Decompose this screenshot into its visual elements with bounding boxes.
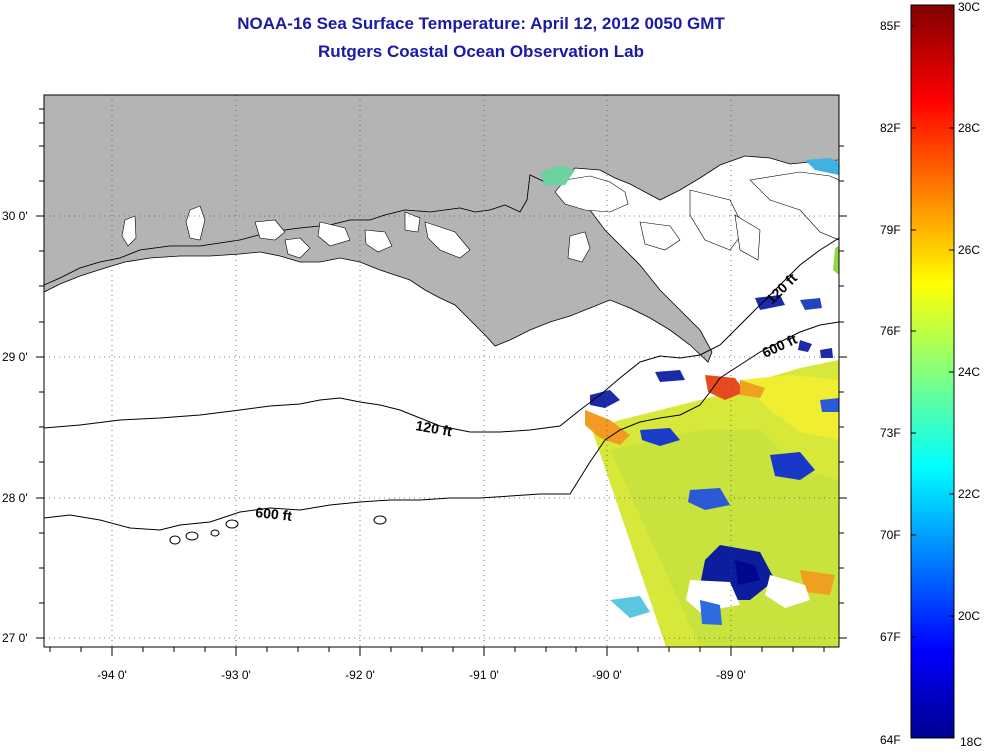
lon-label-91: -91 0': [469, 668, 499, 682]
mississippi-delta: [44, 174, 713, 363]
colorbar-f-76: 76F: [880, 324, 901, 338]
lon-label-94: -94 0': [97, 668, 127, 682]
lat-label-27: 27 0': [2, 631, 28, 645]
isobaths: [44, 237, 839, 545]
contour-label-120ft: 120 ft: [414, 417, 453, 439]
lat-label-28: 28 0': [2, 491, 28, 505]
colorbar-ticks: [911, 25, 954, 638]
colorbar-f-82: 82F: [880, 121, 901, 135]
plot-frame: [43, 94, 840, 648]
colorbar-f-64: 64F: [880, 733, 901, 747]
lat-label-29: 29 0': [2, 350, 28, 364]
colorbar-f-73: 73F: [880, 426, 901, 440]
colorbar: [910, 4, 955, 739]
colorbar-c-20: 20C: [958, 609, 980, 623]
lon-label-92: -92 0': [345, 668, 375, 682]
lon-label-90: -90 0': [592, 668, 622, 682]
colorbar-c-24: 24C: [958, 365, 980, 379]
colorbar-f-67: 67F: [880, 630, 901, 644]
colorbar-c-30: 30C: [958, 0, 980, 14]
map-title: NOAA-16 Sea Surface Temperature: April 1…: [237, 14, 725, 33]
colorbar-f-70: 70F: [880, 528, 901, 542]
lat-label-30: 30 0': [2, 209, 28, 223]
sst-swath: [540, 158, 839, 647]
colorbar-f-85: 85F: [880, 19, 901, 33]
lon-label-93: -93 0': [221, 668, 251, 682]
colorbar-f-79: 79F: [880, 223, 901, 237]
map-subtitle: Rutgers Coastal Ocean Observation Lab: [318, 42, 644, 61]
colorbar-c-26: 26C: [958, 243, 980, 257]
axis-ticks: [36, 108, 847, 656]
lon-label-89: -89 0': [716, 668, 746, 682]
colorbar-c-22: 22C: [958, 487, 980, 501]
contour-label-600ft: 600 ft: [255, 504, 293, 524]
colorbar-c-28: 28C: [958, 121, 980, 135]
colorbar-c-18: 18C: [960, 735, 982, 749]
